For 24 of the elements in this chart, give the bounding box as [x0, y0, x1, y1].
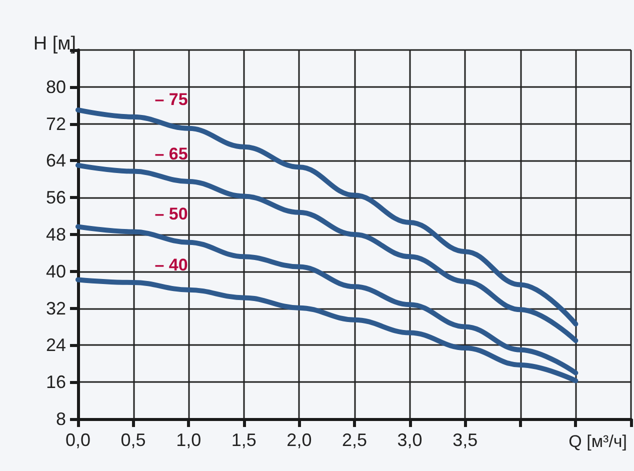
y-tick-label: 80	[46, 76, 66, 97]
y-axis-title: H [м]	[33, 34, 76, 54]
y-tick-label: 8	[56, 409, 66, 429]
x-tick-label: 0,0	[65, 430, 91, 450]
x-tick-label: 2,0	[286, 430, 312, 450]
y-tick-label: 72	[46, 114, 66, 134]
x-tick-label: 2,5	[342, 430, 368, 450]
y-tick-label: 32	[46, 298, 66, 318]
series-label: – 50	[154, 204, 188, 224]
y-tick-label: 24	[46, 335, 66, 356]
x-tick-label: 0,5	[120, 430, 146, 450]
x-tick-label: 1,0	[176, 430, 202, 450]
x-tick-label: 3,5	[452, 430, 478, 450]
y-tick-label: 64	[46, 150, 66, 171]
x-axis-title: Q [м³/ч]	[568, 432, 627, 451]
y-tick-label: 48	[46, 224, 66, 244]
x-tick-label: 1,5	[231, 430, 256, 450]
series-label: – 65	[154, 144, 188, 164]
y-tick-label: 16	[46, 372, 66, 392]
series-label: – 75	[154, 90, 188, 109]
x-tick-label: 3,0	[397, 430, 422, 450]
y-tick-label: 40	[46, 261, 66, 282]
series-label: – 40	[154, 255, 188, 274]
y-tick-label: 56	[46, 188, 66, 208]
